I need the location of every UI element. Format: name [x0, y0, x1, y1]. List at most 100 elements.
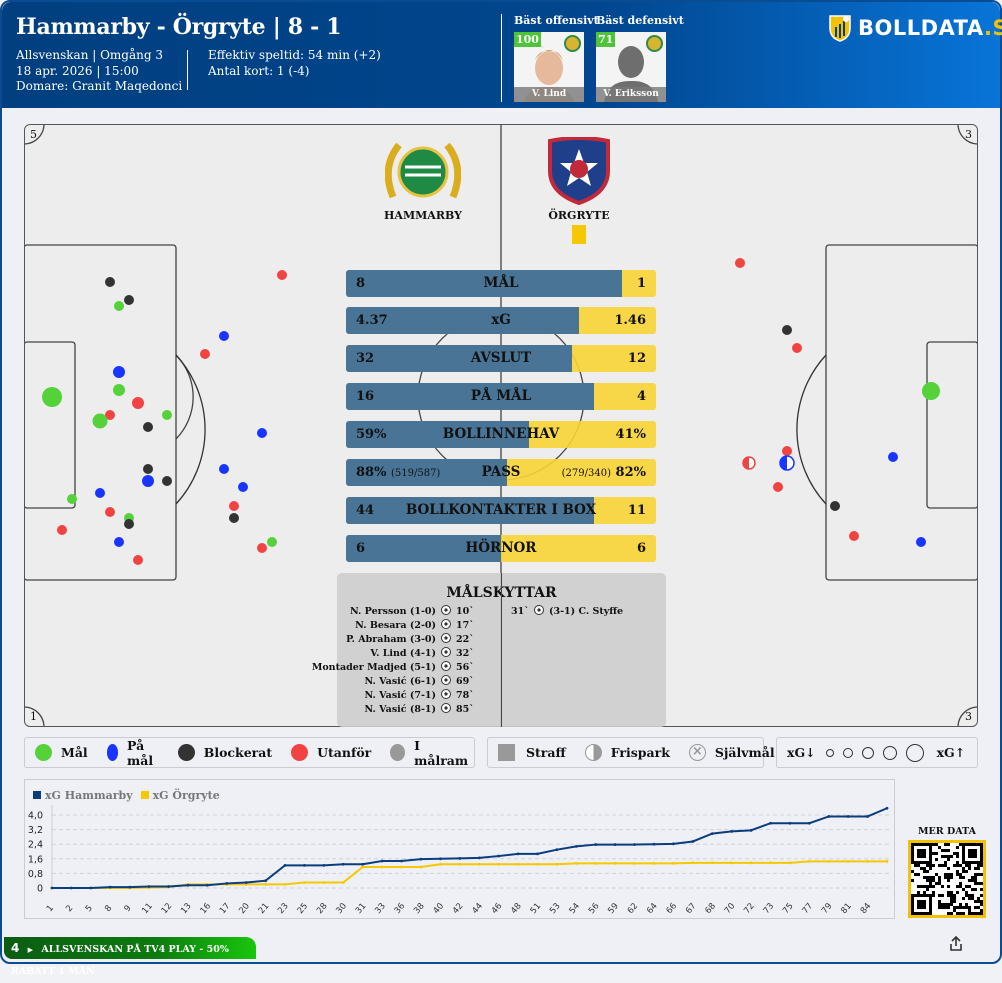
y-tick-label: 4,0	[28, 811, 43, 822]
series-name: xG Örgryte	[152, 789, 220, 802]
stat-row: 6 HÖRNOR 6	[346, 535, 656, 562]
bolldata-logo[interactable]: BOLLDATA.SE	[828, 14, 1002, 42]
data-point	[671, 861, 675, 865]
data-point	[885, 859, 889, 863]
best-offensive-card[interactable]: 100 V. Lind	[514, 32, 584, 102]
legend-item-goal: Mål	[35, 744, 88, 761]
shot-marker-off[interactable]	[228, 500, 239, 511]
stat-row: 8 MÅL 1	[346, 270, 656, 297]
home-value-text: 16	[356, 389, 375, 404]
best-offensive-label: Bäst offensivt	[514, 14, 599, 27]
x-tick-label: 38	[412, 901, 427, 916]
shot-marker-goal[interactable]	[921, 381, 940, 400]
shot-marker-goal[interactable]	[92, 413, 107, 428]
shot-marker-blocked[interactable]	[142, 421, 153, 432]
x-tick-label: 20	[237, 901, 252, 916]
shot-marker-blocked[interactable]	[142, 463, 153, 474]
data-point	[555, 848, 559, 852]
shot-marker-off[interactable]	[104, 506, 115, 517]
shot-marker-off[interactable]	[734, 257, 745, 268]
shot-marker-blocked[interactable]	[829, 500, 840, 511]
data-point	[613, 861, 617, 865]
x-tick-label: 13	[179, 901, 194, 916]
away-value-text: 82%	[615, 465, 646, 480]
x-tick-label: 84	[859, 901, 874, 916]
shot-marker-goal[interactable]	[112, 383, 125, 396]
shot-marker-on[interactable]	[218, 463, 229, 474]
series-line-hammarby	[52, 807, 888, 889]
stat-label: PÅ MÅL	[470, 388, 532, 404]
shot-marker-off[interactable]	[56, 524, 67, 535]
corner-count-top-right: 3	[965, 128, 972, 141]
shot-marker-off[interactable]	[791, 342, 802, 353]
x-tick-label: 25	[296, 901, 311, 916]
data-point	[691, 840, 695, 843]
shot-marker-blocked[interactable]	[123, 518, 134, 529]
shot-marker-goal[interactable]	[161, 409, 172, 420]
shot-marker-off[interactable]	[104, 409, 115, 420]
circle-icon	[842, 747, 853, 758]
x-tick-label: 11	[140, 901, 155, 916]
home-value: 44	[356, 503, 374, 518]
more-data-label: MER DATA	[918, 826, 976, 837]
shot-marker-on[interactable]	[112, 365, 125, 378]
tv4-play-banner[interactable]: 4 ▶ ALLSVENSKAN PÅ TV4 PLAY - 50% RABATT…	[4, 937, 256, 977]
x-tick-label: 77	[800, 901, 815, 916]
legend-item-penalty: Straff	[498, 744, 566, 761]
shot-marker-off[interactable]	[132, 554, 143, 565]
post-dot-icon	[390, 744, 406, 761]
match-info: Allsvenskan | Omgång 3 18 apr. 2026 | 15…	[16, 48, 182, 95]
shot-marker-blocked[interactable]	[228, 512, 239, 523]
share-icon[interactable]	[949, 936, 963, 952]
shot-marker-goal[interactable]	[41, 386, 62, 407]
shot-marker-blocked[interactable]	[104, 276, 115, 287]
shot-marker-goal[interactable]	[266, 536, 277, 547]
shot-marker-off[interactable]	[772, 481, 783, 492]
x-tick-label: 54	[567, 901, 582, 916]
shot-marker-off[interactable]	[276, 269, 287, 280]
freekick-icon	[584, 744, 602, 761]
shot-marker-on[interactable]	[237, 481, 248, 492]
away-value: 6	[637, 541, 646, 556]
data-point	[303, 881, 306, 884]
shot-marker-off[interactable]	[199, 348, 210, 359]
shot-marker-blocked[interactable]	[123, 294, 134, 305]
data-point	[283, 882, 287, 886]
match-title: Hammarby - Örgryte | 8 - 1	[16, 14, 342, 40]
scorer-name: (3-1) C. Styffe	[548, 606, 624, 617]
shot-marker-on[interactable]	[218, 330, 229, 341]
shot-marker-goal[interactable]	[113, 300, 124, 311]
x-tick-label: 5	[84, 903, 95, 914]
shot-marker-on[interactable]	[915, 536, 926, 547]
shot-marker-off[interactable]	[781, 445, 792, 456]
shot-marker-freekick[interactable]	[778, 454, 795, 471]
shot-marker-freekick[interactable]	[741, 455, 756, 470]
home-share-bar	[346, 383, 594, 410]
shot-marker-blocked[interactable]	[161, 475, 172, 486]
shot-marker-off[interactable]	[131, 396, 144, 409]
data-point	[788, 821, 792, 825]
shot-marker-off[interactable]	[848, 530, 859, 541]
shot-marker-on[interactable]	[141, 474, 154, 487]
shot-marker-on[interactable]	[113, 536, 124, 547]
qr-code[interactable]	[908, 840, 986, 918]
match-header: Hammarby - Örgryte | 8 - 1 Allsvenskan |…	[2, 2, 1002, 108]
data-point	[574, 844, 578, 848]
data-point	[264, 879, 268, 883]
shot-marker-blocked[interactable]	[781, 324, 792, 335]
away-value: (279/340) 82%	[562, 465, 646, 480]
scorer-name: Montader Madjed (5-1)	[311, 662, 437, 673]
data-point	[361, 862, 365, 866]
legend-hammarby[interactable]: xG Hammarby	[33, 789, 133, 802]
home-goal-row: P. Abraham (3-0) 22`	[346, 633, 474, 645]
stat-label: xG	[491, 312, 511, 328]
shot-marker-on[interactable]	[94, 487, 105, 498]
shot-marker-goal[interactable]	[66, 493, 77, 504]
shot-marker-off[interactable]	[256, 542, 267, 553]
club-badge-icon	[564, 35, 581, 52]
shot-marker-on[interactable]	[256, 427, 267, 438]
best-defensive-card[interactable]: 71 V. Eriksson	[596, 32, 666, 102]
legend-orgryte[interactable]: xG Örgryte	[140, 789, 220, 802]
home-value-text: 88%	[356, 465, 387, 480]
shot-marker-on[interactable]	[887, 451, 898, 462]
